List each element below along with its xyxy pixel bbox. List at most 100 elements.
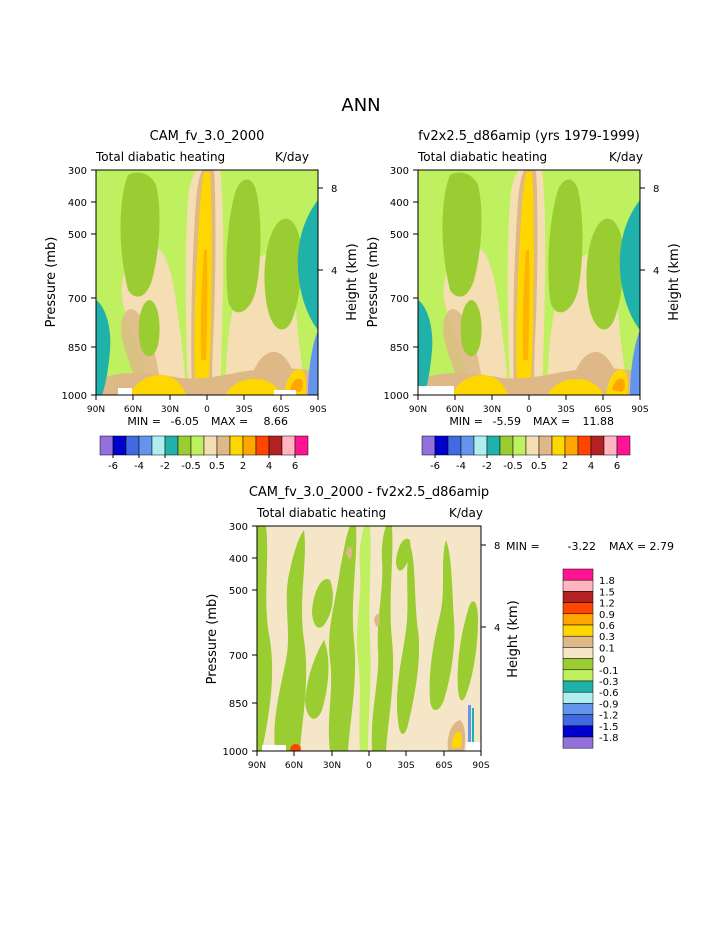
legend-label: -2 xyxy=(482,461,492,472)
contour-region xyxy=(130,375,186,395)
min-value: -5.59 xyxy=(493,415,521,428)
y-axis-label: Pressure (mb) xyxy=(44,237,59,328)
legend-swatch xyxy=(562,658,594,671)
legend-label: -0.5 xyxy=(503,461,523,472)
x-tick-label: 0 xyxy=(526,405,532,415)
min-value: -3.22 xyxy=(568,540,596,553)
height-tick-label: 8 xyxy=(494,541,500,552)
legend-label: 0.5 xyxy=(531,461,547,472)
y-tick-label: 500 xyxy=(229,586,248,597)
legend-label: -0.3 xyxy=(599,677,619,688)
x-tick-label: 30N xyxy=(323,761,341,771)
legend-label: -0.9 xyxy=(599,699,619,710)
panel-difference: CAM_fv_3.0_2000 - fv2x2.5_d86amip Total … xyxy=(205,485,674,771)
max-label: MAX = xyxy=(609,540,646,553)
legend-swatch xyxy=(562,669,594,682)
height-tick-label: 4 xyxy=(653,266,659,277)
legend-label: 1.8 xyxy=(599,576,615,587)
y-tick-label: 300 xyxy=(68,166,87,177)
legend-swatch xyxy=(177,435,192,456)
min-label: MIN = xyxy=(449,415,483,428)
legend-label: 0.6 xyxy=(599,621,615,632)
legend-swatch xyxy=(151,435,166,456)
height-axis-label: Height (km) xyxy=(345,243,360,320)
color-legend: -6 -4 -2 -0.5 0.5 2 4 6 xyxy=(421,435,631,472)
y-tick-label: 850 xyxy=(390,343,409,354)
legend-swatch xyxy=(216,435,231,456)
legend-swatch xyxy=(229,435,244,456)
x-tick-label: 30S xyxy=(235,405,252,415)
variable-label: Total diabatic heating xyxy=(256,506,386,520)
legend-label: -0.1 xyxy=(599,666,619,677)
min-max-readout: MIN = -6.05 MAX = 8.66 xyxy=(127,415,288,428)
height-axis-label: Height (km) xyxy=(506,600,521,677)
max-label: MAX = xyxy=(533,415,570,428)
y-tick-label: 700 xyxy=(229,651,248,662)
contour-region xyxy=(226,179,261,313)
legend-swatch xyxy=(538,435,553,456)
legend-label: -0.5 xyxy=(181,461,201,472)
contour-region xyxy=(418,300,433,395)
legend-swatch xyxy=(562,591,594,603)
contour-region xyxy=(312,579,333,628)
contour-region xyxy=(264,218,302,330)
contour-region xyxy=(374,614,380,627)
x-axis: 90N 60N 30N 0 30S 60S 90S xyxy=(248,751,490,771)
panel-title: fv2x2.5_d86amip (yrs 1979-1999) xyxy=(418,129,640,144)
legend-label: 6 xyxy=(614,461,620,472)
height-axis: 8 4 Height (km) xyxy=(318,184,360,321)
legend-swatch xyxy=(99,435,114,456)
legend-label: 2 xyxy=(562,461,568,472)
legend-swatch xyxy=(125,435,140,456)
contour-region xyxy=(121,309,162,395)
legend-swatch xyxy=(112,435,127,456)
y-tick-label: 1000 xyxy=(384,391,409,402)
legend-swatch xyxy=(562,725,594,738)
legend-label: 4 xyxy=(588,461,594,472)
contour-region xyxy=(346,546,352,559)
variable-label: Total diabatic heating xyxy=(95,150,225,164)
contour-region xyxy=(460,300,482,357)
legend-swatch xyxy=(562,680,594,693)
legend-label: 1.5 xyxy=(599,587,615,598)
legend-label: -6 xyxy=(430,461,440,472)
max-value: 2.79 xyxy=(650,540,675,553)
x-tick-label: 90S xyxy=(631,405,648,415)
contour-region xyxy=(200,250,208,360)
legend-label: -4 xyxy=(134,461,144,472)
contour-region xyxy=(257,526,273,751)
contour-region xyxy=(586,218,624,330)
legend-swatch xyxy=(562,714,594,727)
x-axis: 90N 60N 30N 0 30S 60S 90S xyxy=(87,395,327,415)
legend-swatch xyxy=(190,435,205,456)
y-axis: 300 400 500 700 850 1000 Pressure (mb) xyxy=(44,166,96,402)
y-tick-label: 500 xyxy=(68,230,87,241)
x-tick-label: 60N xyxy=(285,761,303,771)
legend-swatch xyxy=(268,435,283,456)
y-tick-label: 850 xyxy=(229,699,248,710)
x-tick-label: 60S xyxy=(594,405,611,415)
missing-data xyxy=(466,742,481,751)
legend-swatch xyxy=(512,435,527,456)
legend-label: -6 xyxy=(108,461,118,472)
missing-data xyxy=(262,745,286,751)
contour-region xyxy=(452,375,508,395)
contour-field xyxy=(257,526,481,751)
legend-swatch xyxy=(242,435,257,456)
contour-region xyxy=(548,179,583,313)
y-tick-label: 300 xyxy=(229,522,248,533)
legend-label: 4 xyxy=(266,461,272,472)
y-axis-label: Pressure (mb) xyxy=(205,594,220,685)
legend-swatch xyxy=(562,635,594,648)
x-tick-label: 90S xyxy=(472,761,489,771)
height-tick-label: 4 xyxy=(331,266,337,277)
contour-region xyxy=(619,200,640,330)
contour-region xyxy=(371,526,394,751)
max-label: MAX = xyxy=(211,415,248,428)
legend-swatch xyxy=(562,647,594,659)
legend-swatch xyxy=(434,435,449,456)
contour-region xyxy=(457,601,478,701)
color-legend: 1.81.51.20.90.60.30.10-0.1-0.3-0.6-0.9-1… xyxy=(562,568,619,749)
variable-label: Total diabatic heating xyxy=(417,150,547,164)
max-value: 8.66 xyxy=(264,415,289,428)
